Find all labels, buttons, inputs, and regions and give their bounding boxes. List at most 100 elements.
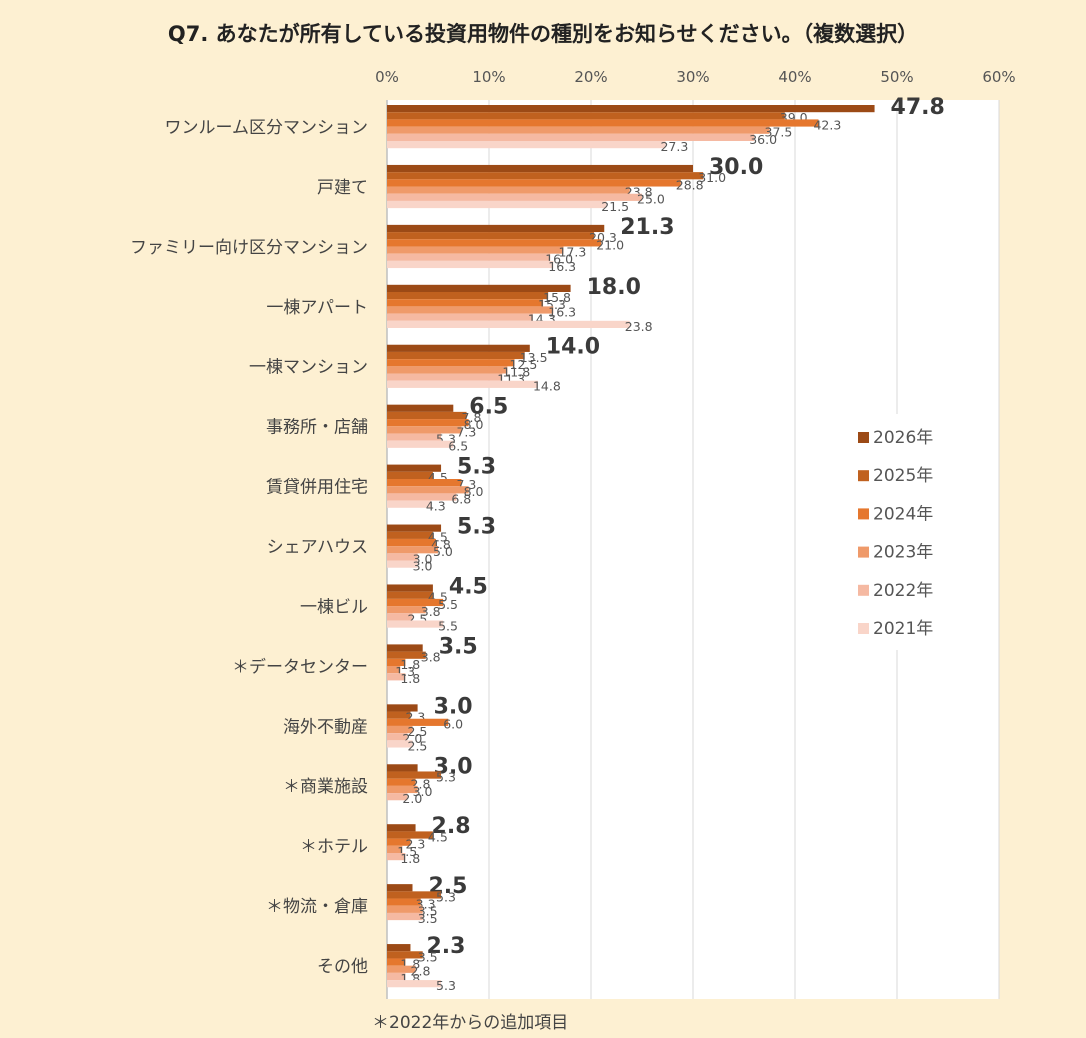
category-label: 戸建て <box>317 178 368 198</box>
bar <box>387 164 693 173</box>
bar <box>387 764 418 772</box>
category-label: 一棟アパート <box>266 298 368 318</box>
data-label: 16.3 <box>548 259 576 274</box>
footnote: ＊2022年からの追加項目 <box>372 1013 569 1033</box>
x-tick-label: 0% <box>375 68 399 86</box>
bar <box>387 471 433 479</box>
bar <box>387 965 416 973</box>
bar <box>387 105 875 113</box>
category-label: 海外不動産 <box>283 717 368 737</box>
bar <box>387 531 433 539</box>
bar <box>387 704 418 712</box>
bar <box>387 666 401 674</box>
bar <box>387 972 406 981</box>
bar <box>387 560 418 568</box>
bar <box>387 284 571 292</box>
bar <box>387 253 551 261</box>
data-label: 7.3 <box>456 424 476 439</box>
data-label: 8.0 <box>464 484 484 499</box>
data-label-2026: 14.0 <box>546 335 600 360</box>
bar <box>387 359 515 367</box>
bar <box>387 433 442 441</box>
data-label: 5.3 <box>436 978 456 993</box>
data-label-2026: 6.5 <box>469 395 508 420</box>
x-tick-label: 50% <box>880 68 913 86</box>
data-label: 14.8 <box>533 379 561 394</box>
data-label: 6.8 <box>451 491 471 506</box>
data-label-2026: 2.3 <box>426 934 465 959</box>
bar <box>387 224 605 233</box>
bar <box>387 232 595 240</box>
bar <box>387 351 525 360</box>
data-label: 5.0 <box>433 544 453 559</box>
bar <box>387 591 433 599</box>
bar <box>387 419 469 427</box>
bar <box>387 486 469 494</box>
data-label: 37.5 <box>765 125 793 140</box>
data-label: 4.3 <box>426 499 446 514</box>
data-label: 3.5 <box>418 949 438 964</box>
category-label: その他 <box>317 957 368 977</box>
data-label: 16.3 <box>548 304 576 319</box>
data-label: 1.8 <box>400 657 420 672</box>
legend-box <box>828 414 958 650</box>
bar <box>387 912 423 921</box>
bar <box>387 126 770 134</box>
category-label: ワンルーム区分マンション <box>165 118 369 138</box>
bar <box>387 606 426 614</box>
chart-title: Q7. あなたが所有している投資用物件の種別をお知らせください。（複数選択） <box>167 22 919 46</box>
bar <box>387 313 533 321</box>
bar <box>387 119 819 127</box>
bar <box>387 440 454 448</box>
legend-label: 2023年 <box>873 543 933 563</box>
data-label: 21.5 <box>601 199 629 214</box>
bar <box>387 179 681 187</box>
bar <box>387 673 406 681</box>
data-label: 5.5 <box>438 618 458 633</box>
data-label: 11.8 <box>502 364 530 379</box>
bar <box>387 785 418 794</box>
legend-swatch <box>858 508 869 520</box>
bar <box>387 740 413 748</box>
bar <box>387 493 457 501</box>
bar <box>387 853 406 861</box>
x-tick-label: 40% <box>778 68 811 86</box>
data-label: 3.8 <box>421 650 441 665</box>
legend-label: 2021年 <box>873 619 933 639</box>
bar <box>387 306 554 314</box>
data-label: 13.5 <box>520 350 548 365</box>
bar <box>387 464 442 472</box>
data-label-2026: 18.0 <box>587 275 641 300</box>
legend-label: 2026年 <box>873 428 933 448</box>
data-label: 25.0 <box>637 192 665 207</box>
legend-label: 2024年 <box>873 504 933 524</box>
data-label: 1.8 <box>400 851 420 866</box>
bar <box>387 193 642 201</box>
data-label: 3.5 <box>418 911 438 926</box>
category-label: ＊商業施設 <box>283 777 368 797</box>
bar <box>387 172 704 180</box>
legend-swatch <box>858 584 869 596</box>
category-label: 事務所・店舗 <box>266 418 368 438</box>
data-label: 3.0 <box>413 559 433 574</box>
data-label-2026: 3.0 <box>434 694 473 719</box>
bar <box>387 366 508 374</box>
data-label: 5.3 <box>436 889 456 904</box>
category-label: 一棟ビル <box>300 597 368 617</box>
bar <box>387 845 403 853</box>
bar <box>387 141 666 149</box>
bar <box>387 133 755 141</box>
data-label-2026: 21.3 <box>620 215 674 240</box>
bar <box>387 411 467 420</box>
bar <box>387 426 462 434</box>
data-label: 15.8 <box>543 290 571 305</box>
data-label-2026: 47.8 <box>891 95 945 120</box>
data-label: 4.5 <box>428 829 448 844</box>
bar <box>387 793 408 801</box>
bar <box>387 778 416 786</box>
x-tick-label: 10% <box>472 68 505 86</box>
bar <box>387 373 503 381</box>
bar <box>387 260 554 269</box>
data-label: 3.0 <box>413 784 433 799</box>
